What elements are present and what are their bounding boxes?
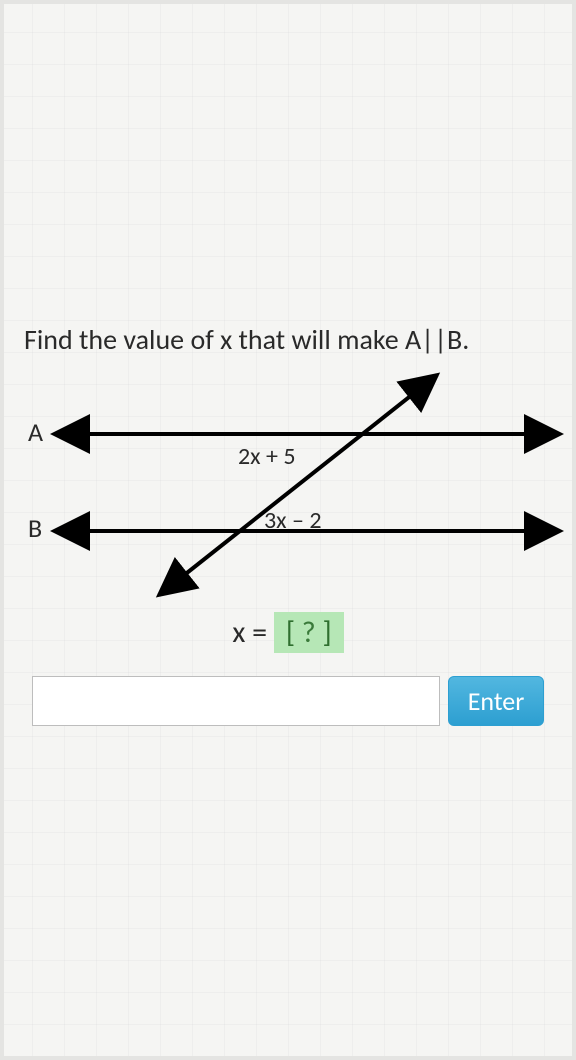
label-a: A [28, 416, 43, 448]
question-text: Find the value of x that will make A||B. [24, 322, 552, 357]
geometry-diagram: A B 2x + 5 3x – 2 [4, 354, 576, 614]
expression-bottom: 3x – 2 [264, 506, 322, 535]
answer-prompt: x = ? [4, 612, 572, 653]
input-row: Enter [32, 676, 544, 726]
transversal-line [159, 375, 437, 595]
expression-top: 2x + 5 [238, 442, 296, 471]
answer-input[interactable] [32, 676, 440, 726]
label-b: B [28, 512, 42, 544]
problem-container: Find the value of x that will make A||B.… [4, 4, 572, 1056]
answer-placeholder-box: ? [274, 612, 344, 653]
answer-placeholder: ? [302, 614, 316, 651]
diagram-svg [4, 354, 576, 614]
enter-button[interactable]: Enter [448, 676, 544, 726]
answer-prefix: x = [232, 614, 274, 651]
